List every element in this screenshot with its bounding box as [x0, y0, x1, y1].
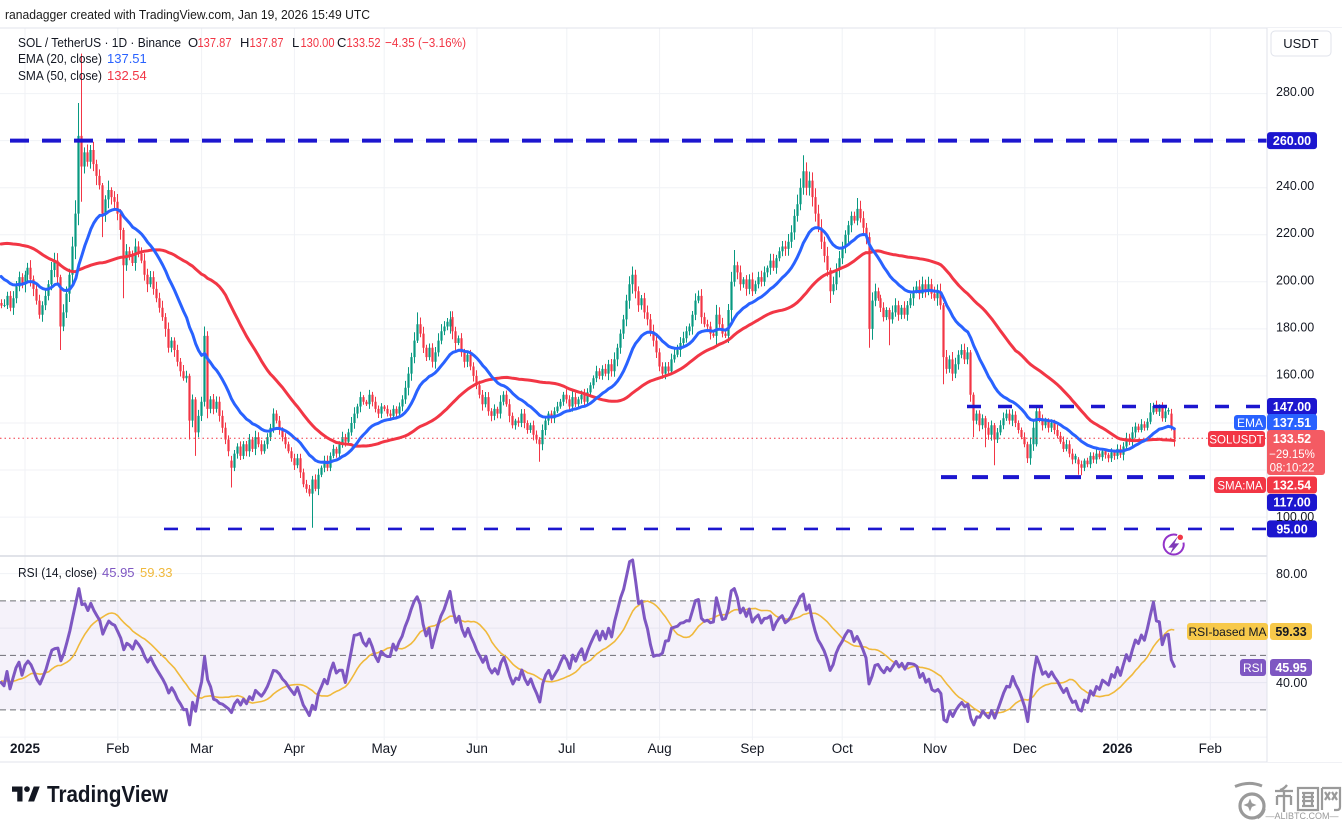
svg-text:RSI: RSI	[1243, 661, 1263, 675]
svg-text:Feb: Feb	[1199, 741, 1222, 756]
svg-text:117.00: 117.00	[1273, 496, 1311, 510]
svg-text:260.00: 260.00	[1273, 134, 1311, 148]
svg-text:45.95: 45.95	[1275, 661, 1306, 675]
svg-text:TradingView: TradingView	[47, 781, 168, 807]
svg-text:2025: 2025	[10, 741, 41, 756]
svg-text:59.33: 59.33	[1275, 625, 1306, 639]
svg-text:Feb: Feb	[106, 741, 129, 756]
svg-text:SMA:MA: SMA:MA	[1217, 481, 1263, 493]
svg-text:200.00: 200.00	[1276, 273, 1314, 287]
svg-text:180.00: 180.00	[1276, 320, 1314, 334]
svg-text:Oct: Oct	[832, 741, 853, 756]
svg-text:RSI-based MA: RSI-based MA	[1188, 625, 1266, 639]
svg-text:Nov: Nov	[923, 741, 947, 756]
svg-text:160.00: 160.00	[1276, 367, 1314, 381]
svg-text:Mar: Mar	[190, 741, 214, 756]
svg-text:80.00: 80.00	[1276, 567, 1307, 581]
svg-text:280.00: 280.00	[1276, 85, 1314, 99]
svg-text:USDT: USDT	[1283, 36, 1318, 51]
svg-text:147.00: 147.00	[1273, 400, 1311, 414]
svg-text:40.00: 40.00	[1276, 676, 1307, 690]
svg-text:Jul: Jul	[558, 741, 575, 756]
svg-text:May: May	[371, 741, 397, 756]
svg-text:133.52: 133.52	[1273, 432, 1311, 446]
svg-text:220.00: 220.00	[1276, 226, 1314, 240]
svg-text:2026: 2026	[1102, 741, 1133, 756]
svg-text:Sep: Sep	[740, 741, 764, 756]
svg-text:132.54: 132.54	[1273, 479, 1311, 493]
svg-text:Dec: Dec	[1013, 741, 1037, 756]
svg-text:95.00: 95.00	[1276, 522, 1307, 536]
svg-text:137.51: 137.51	[1273, 416, 1311, 430]
svg-text:−29.15%: −29.15%	[1269, 449, 1315, 461]
svg-text:—ALIBTC.COM—: —ALIBTC.COM—	[1265, 811, 1338, 821]
svg-text:Jun: Jun	[466, 741, 488, 756]
svg-text:SMA (50, close)132.54: SMA (50, close) 132.54	[18, 68, 147, 83]
svg-text:240.00: 240.00	[1276, 179, 1314, 193]
svg-text:ranadagger created with Tradin: ranadagger created with TradingView.com,…	[5, 7, 370, 22]
svg-text:Aug: Aug	[648, 741, 672, 756]
svg-text:EMA: EMA	[1237, 416, 1263, 430]
svg-text:EMA (20, close)137.51: EMA (20, close) 137.51	[18, 51, 147, 66]
svg-text:08:10:22: 08:10:22	[1270, 463, 1315, 475]
svg-text:SOLUSDT: SOLUSDT	[1209, 435, 1263, 447]
svg-text:100.00: 100.00	[1276, 510, 1314, 524]
svg-text:Apr: Apr	[284, 741, 306, 756]
